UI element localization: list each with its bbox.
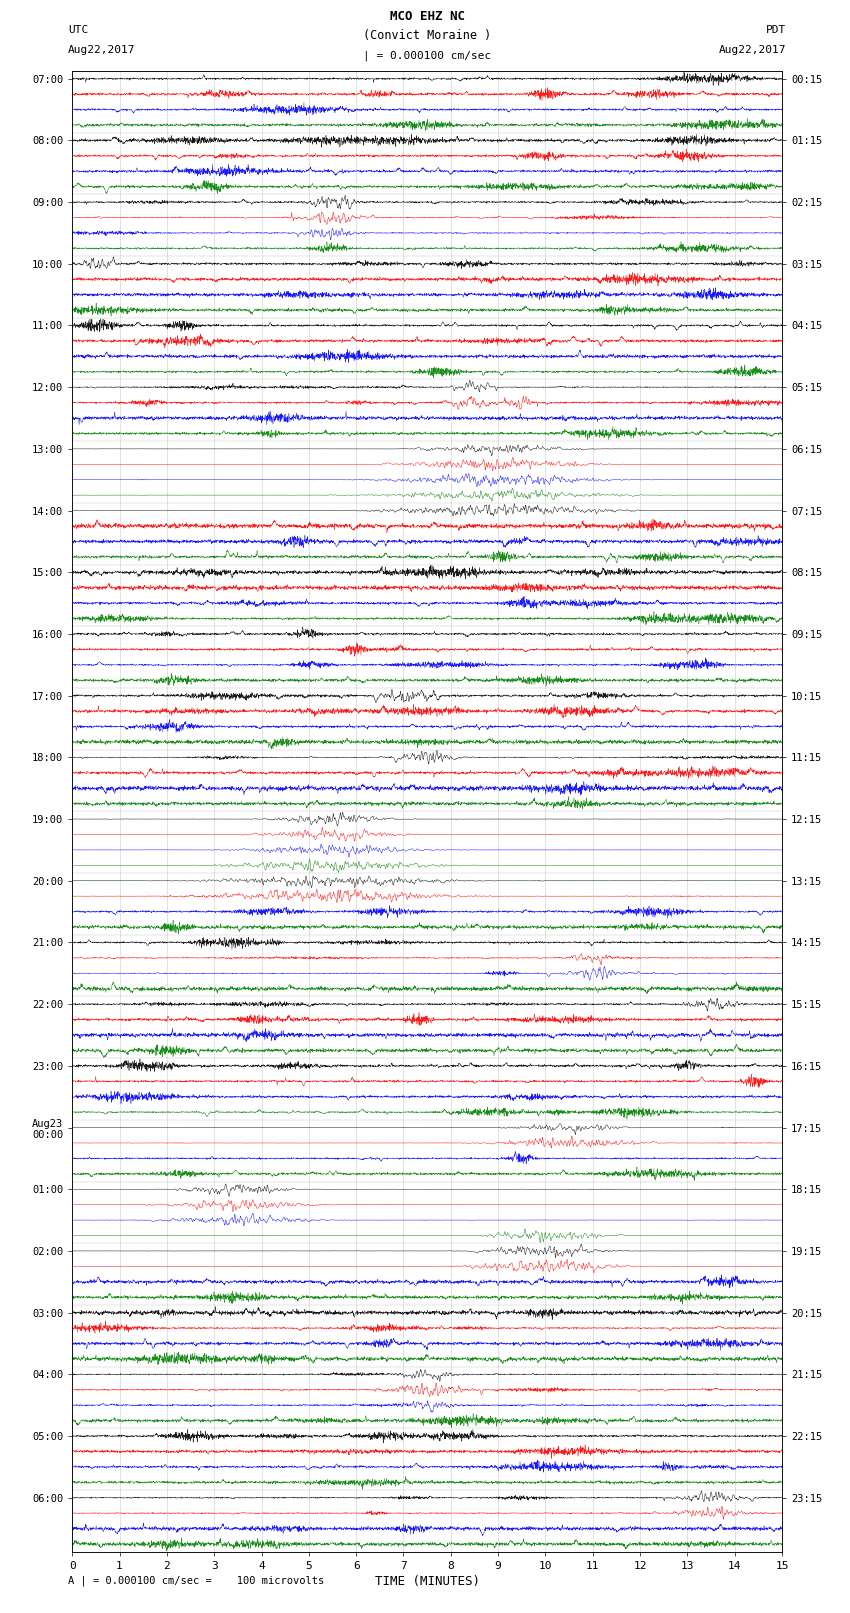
Text: (Convict Moraine ): (Convict Moraine ) bbox=[363, 29, 491, 42]
Text: PDT: PDT bbox=[766, 26, 786, 35]
X-axis label: TIME (MINUTES): TIME (MINUTES) bbox=[375, 1574, 479, 1587]
Text: | = 0.000100 cm/sec: | = 0.000100 cm/sec bbox=[363, 50, 491, 61]
Text: UTC: UTC bbox=[68, 26, 88, 35]
Text: A | = 0.000100 cm/sec =    100 microvolts: A | = 0.000100 cm/sec = 100 microvolts bbox=[68, 1576, 324, 1587]
Text: Aug22,2017: Aug22,2017 bbox=[719, 45, 786, 55]
Text: MCO EHZ NC: MCO EHZ NC bbox=[389, 10, 465, 23]
Text: Aug22,2017: Aug22,2017 bbox=[68, 45, 135, 55]
